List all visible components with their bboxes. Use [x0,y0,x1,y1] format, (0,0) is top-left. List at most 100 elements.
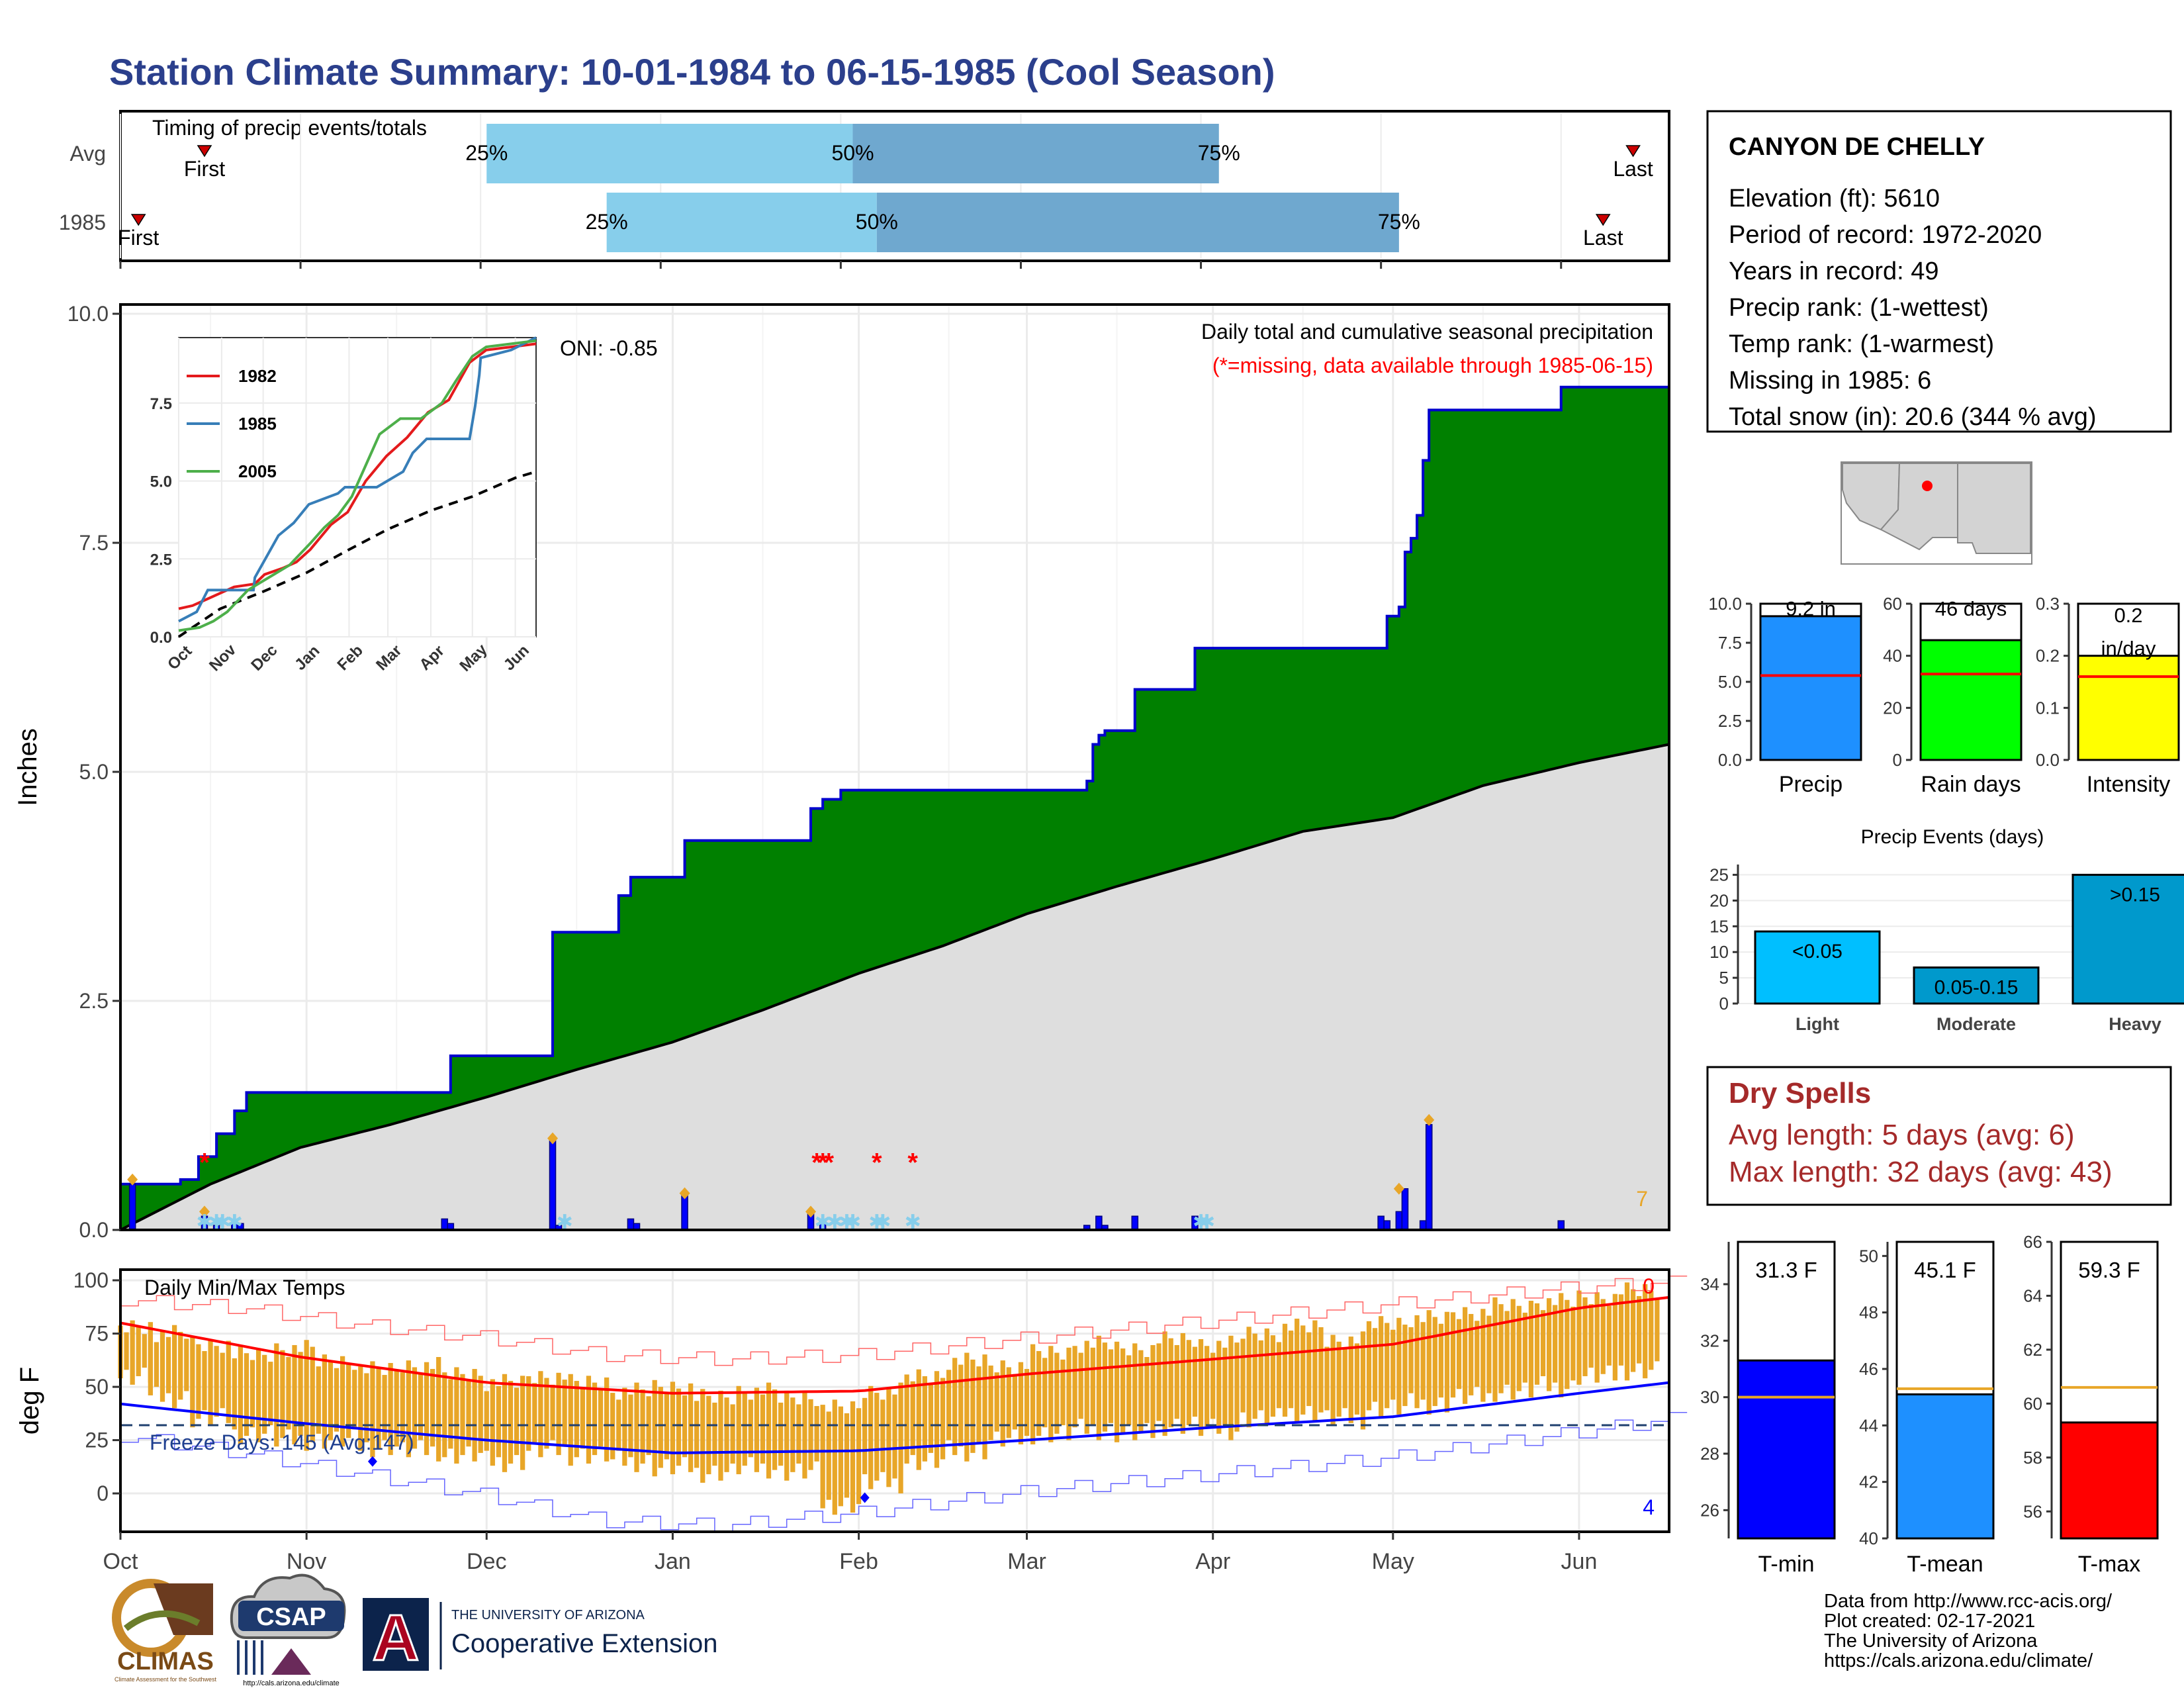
month-tick-label: Jun [1561,1549,1598,1574]
daily-temp-range-bar [1324,1346,1330,1411]
page-title: Station Climate Summary: 10-01-1984 to 0… [109,51,1275,93]
daily-temp-range-bar [1042,1358,1048,1428]
record-max-line [120,1275,1688,1366]
daily-temp-range-bar [1108,1349,1114,1423]
daily-temp-range-bar [1018,1362,1024,1444]
temp-stat-0-bar [1737,1359,1836,1540]
daily-temp-range-bar [250,1360,255,1428]
ua-extension: Cooperative Extension [451,1629,717,1658]
daily-temp-range-bar [1469,1313,1474,1395]
stat-0-tick-label: 10.0 [1708,594,1742,614]
daily-temp-range-bar [1060,1359,1066,1426]
month-tick-label: Feb [839,1549,878,1574]
daily-temp-range-bar [1385,1323,1390,1409]
stat-2-bar [2077,655,2180,761]
daily-temp-range-bar [304,1340,309,1451]
average-cumulative-line [120,743,1670,1231]
daily-temp-range-bar [1144,1357,1150,1423]
daily-temp-range-bar [922,1376,927,1462]
daily-temp-range-bar [148,1335,153,1395]
daily-temp-range-bar [1643,1284,1648,1379]
csap-rain-icon [237,1640,263,1675]
daily-temp-range-bar [208,1338,213,1426]
temp-stat-2-tick-label: 56 [2023,1501,2042,1521]
temp-stat-1-bar [1895,1393,1995,1540]
station-box-frame [1706,110,2172,433]
daily-temp-range-bar [178,1332,183,1400]
month-tick-label: Apr [1195,1549,1230,1574]
daily-temp-range-bar [460,1374,465,1456]
daily-temp-range-bar [244,1353,250,1436]
daily-temp-range-bar [1354,1343,1359,1415]
daily-temp-range-bar [658,1387,663,1468]
daily-temp-range-bar [538,1371,543,1458]
daily-temp-range-bar [964,1352,970,1462]
temp-stat-0-tick-label: 28 [1700,1444,1719,1464]
temp-content [118,1275,1688,1532]
missing-day-marker: * [823,1148,834,1177]
daily-temp-range-bar [682,1395,688,1458]
ua-block-a-background [363,1598,429,1671]
daily-temp-range-bar [1379,1316,1384,1417]
daily-temp-range-bar [1438,1323,1443,1398]
temp-stat-1-tick-label: 48 [1859,1303,1878,1323]
average-daily-marker-icon [805,1205,817,1218]
daily-temp-range-bar [1559,1293,1564,1398]
daily-precip-bar [549,1137,557,1231]
daily-temp-range-bar [820,1405,825,1509]
precip-y-axis-label: Inches [13,728,42,806]
daily-temp-range-bar [508,1381,514,1464]
daily-temp-range-bar [514,1387,520,1456]
daily-temp-range-bar [1618,1294,1624,1366]
credits: Data from http://www.rcc-acis.org/ Plot … [1824,1591,2113,1671]
daily-temp-range-bar [598,1389,604,1447]
daily-temp-range-bar [124,1332,129,1370]
daily-temp-range-bar [814,1406,819,1462]
stat-1-value-label: 46 days [1935,597,2007,620]
events-bar [2071,874,2184,1005]
credit-line: https://cals.arizona.edu/climate/ [1824,1650,2093,1671]
temp-stat-2-tick-label: 64 [2023,1286,2042,1305]
daily-temp-range-bar [1006,1367,1011,1438]
timing-label-50: 50% [856,210,898,234]
daily-temp-range-bar [766,1382,772,1479]
daily-temp-range-bar [1288,1331,1294,1409]
credit-line: Data from http://www.rcc-acis.org/ [1824,1591,2113,1612]
daily-temp-range-bar [1444,1311,1450,1413]
record-min-line [120,1411,1688,1532]
timing-marker-last-icon [1625,145,1641,158]
daily-temp-range-bar [310,1346,315,1442]
daily-temp-range-bar [1540,1310,1546,1376]
daily-temp-range-bar [1090,1347,1095,1426]
csap-wordmark: CSAP [256,1603,326,1631]
daily-temp-range-bar [1102,1342,1108,1432]
station-line: Temp rank: (1-warmest) [1729,330,1994,358]
temp-stat-2-bar [2060,1421,2159,1540]
daily-temp-range-bar [856,1408,862,1505]
temp-y-tick-label: 100 [73,1268,109,1292]
csap-url: http://cals.arizona.edu/climate [243,1679,340,1687]
inset-series-line-2005 [178,339,537,632]
timing-first-label: First [184,157,225,181]
daily-temp-range-bar [202,1350,207,1411]
daily-temp-range-bar [1264,1328,1269,1426]
daily-temp-range-bar [694,1401,700,1468]
month-tick-label: May [1372,1549,1414,1574]
daily-precip-bar [1419,1220,1427,1231]
daily-temp-range-bar [1132,1343,1138,1440]
daily-temp-range-bar [622,1387,627,1466]
daily-temp-range-bar [1270,1335,1276,1417]
daily-temp-range-bar [1228,1335,1234,1440]
inset-legend-label: 1985 [238,414,277,434]
temp-count-bottom: 4 [1643,1495,1655,1519]
daily-temp-range-bar [1516,1305,1522,1391]
daily-temp-range-bar [1054,1352,1060,1434]
temp-y-axis: 0 25 50 75 100 [73,1268,120,1505]
timing-label-25: 25% [465,141,508,165]
precip-header: Daily total and cumulative seasonal prec… [1201,320,1653,344]
daily-temp-range-bar [334,1368,340,1432]
temp-frame [119,1268,1670,1533]
temp-y-axis-label: deg F [15,1367,44,1434]
timing-label-25: 25% [586,210,628,234]
daily-temp-range-bar [550,1384,555,1440]
